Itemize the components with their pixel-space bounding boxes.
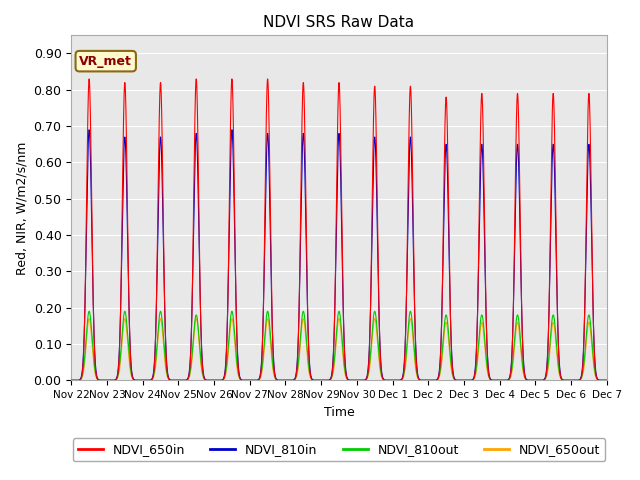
Legend: NDVI_650in, NDVI_810in, NDVI_810out, NDVI_650out: NDVI_650in, NDVI_810in, NDVI_810out, NDV… — [73, 438, 605, 461]
Text: VR_met: VR_met — [79, 55, 132, 68]
Title: NDVI SRS Raw Data: NDVI SRS Raw Data — [264, 15, 415, 30]
Y-axis label: Red, NIR, W/m2/s/nm: Red, NIR, W/m2/s/nm — [15, 141, 28, 275]
X-axis label: Time: Time — [324, 406, 355, 419]
